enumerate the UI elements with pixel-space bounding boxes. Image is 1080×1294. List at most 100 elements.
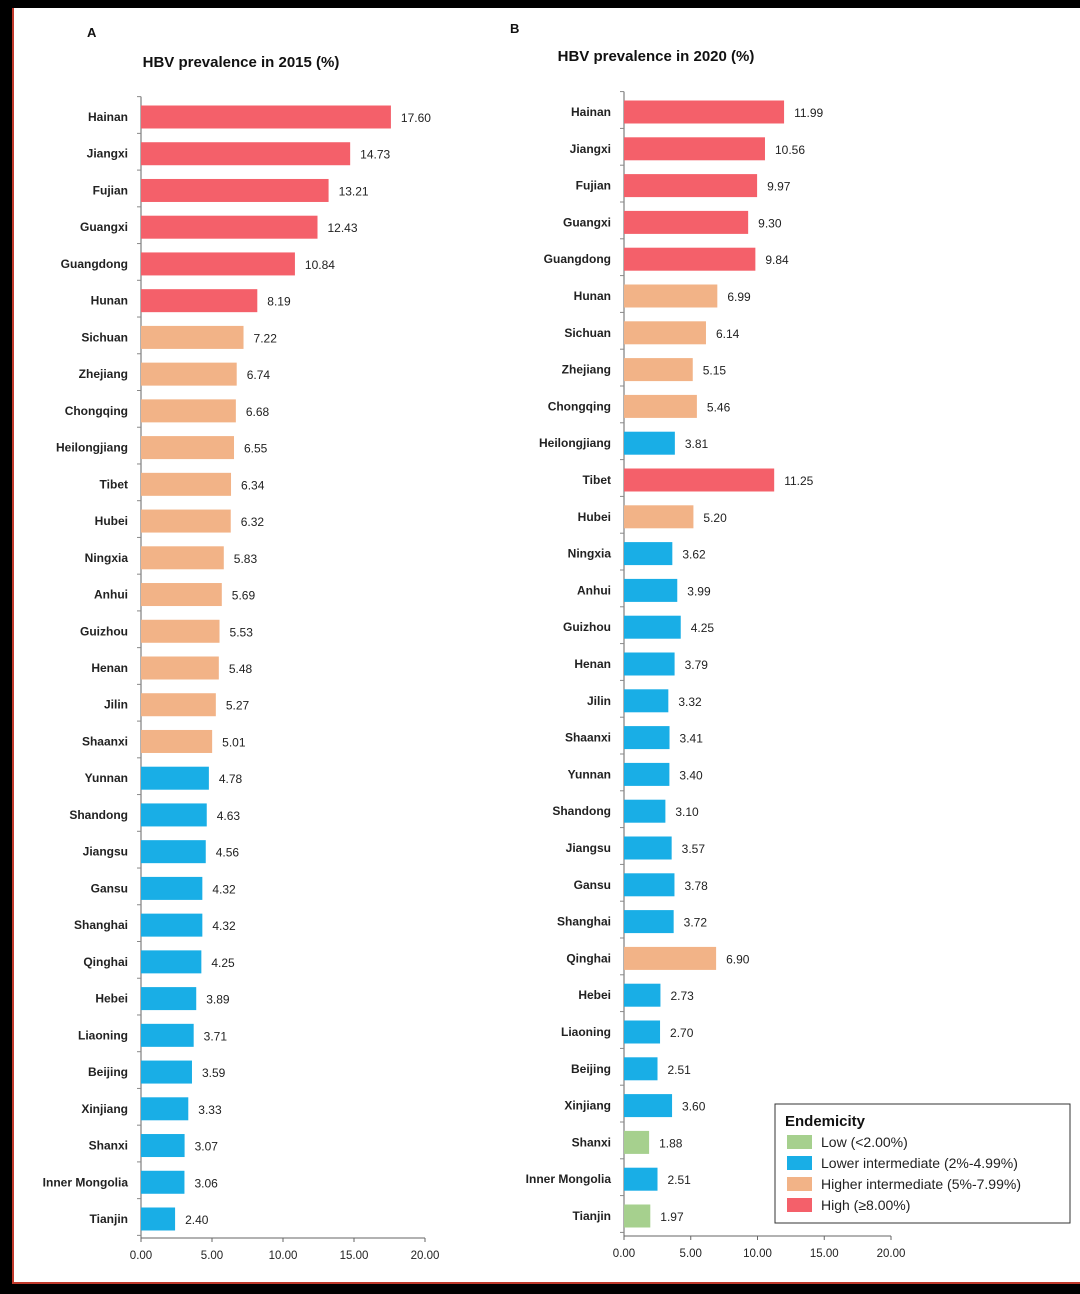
panel-a-label-hainan: Hainan (88, 110, 128, 124)
panel-b-label-beijing: Beijing (571, 1062, 611, 1076)
panel-b-value-shanghai: 3.72 (684, 916, 708, 930)
panel-b-value-anhui: 3.99 (687, 584, 711, 598)
panel-b-value-heilongjiang: 3.81 (685, 437, 709, 451)
panel-a-value-guangdong: 10.84 (305, 258, 335, 272)
panel-b-label-hubei: Hubei (578, 510, 611, 524)
panel-b-label-qinghai: Qinghai (566, 951, 611, 965)
panel-b-bar-hebei (624, 983, 661, 1007)
panel-b-bar-beijing (624, 1057, 658, 1081)
panel-b-bar-tibet (624, 468, 775, 492)
panel-b-bar-ningxia (624, 542, 673, 566)
panel-a-label-xinjiang: Xinjiang (81, 1102, 128, 1116)
panel-a-value-hainan: 17.60 (401, 111, 431, 125)
panel-b-label-shandong: Shandong (552, 804, 611, 818)
panel-b-value-hebei: 2.73 (670, 989, 694, 1003)
panel-b-label-tianjin: Tianjin (573, 1209, 611, 1223)
panel-a-label-tibet: Tibet (100, 477, 128, 491)
panel-a-value-jiangsu: 4.56 (216, 846, 240, 860)
panel-a-bar-shanghai (141, 913, 203, 937)
panel-a-bar-beijing (141, 1060, 192, 1084)
panel-b-value-guangxi: 9.30 (758, 216, 782, 230)
panel-b-label-guizhou: Guizhou (563, 620, 611, 634)
panel-a-value-liaoning: 3.71 (204, 1029, 228, 1043)
panel-a-bar-shandong (141, 803, 207, 827)
panel-b-letter: B (510, 21, 519, 36)
panel-b-label-guangdong: Guangdong (544, 252, 611, 266)
panel-a-value-guizhou: 5.53 (230, 625, 254, 639)
panel-b-bar-inner-mongolia (624, 1167, 658, 1191)
panel-b-bar-jiangxi (624, 137, 765, 161)
panel-b-label-hebei: Hebei (578, 988, 611, 1002)
panel-a-value-shanghai: 4.32 (212, 919, 236, 933)
panel-b-value-hainan: 11.99 (794, 106, 823, 120)
panel-a-bar-henan (141, 656, 219, 680)
panel-a-label-inner-mongolia: Inner Mongolia (43, 1175, 129, 1189)
panel-b-x-tick-label: 5.00 (680, 1248, 702, 1260)
panel-a-value-shandong: 4.63 (217, 809, 241, 823)
panel-b-label-shanghai: Shanghai (557, 915, 611, 929)
panel-a-bar-jiangsu (141, 840, 206, 864)
panel-a-bar-fujian (141, 178, 329, 202)
panel-a-bar-hubei (141, 509, 231, 533)
panel-a-bar-guizhou (141, 619, 220, 643)
panel-a-bar-chongqing (141, 399, 236, 423)
panel-b-bar-heilongjiang (624, 431, 675, 455)
panel-a-label-tianjin: Tianjin (90, 1212, 128, 1226)
panel-a-label-ningxia: Ningxia (85, 551, 129, 565)
panel-b-bar-jilin (624, 689, 669, 713)
panel-a-bar-shanxi (141, 1134, 185, 1158)
panel-b-x-tick-label: 15.00 (810, 1248, 839, 1260)
panel-b-value-tibet: 11.25 (784, 474, 813, 488)
panel-a-value-jilin: 5.27 (226, 699, 250, 713)
panel-a-bar-jiangxi (141, 142, 351, 166)
panel-a-label-chongqing: Chongqing (65, 404, 128, 418)
panel-a-value-xinjiang: 3.33 (198, 1103, 222, 1117)
panel-b-x-tick-label: 20.00 (877, 1248, 906, 1260)
panel-b-label-hainan: Hainan (571, 105, 611, 119)
panel-b-bar-guizhou (624, 615, 681, 639)
panel-a-bar-hainan (141, 105, 391, 129)
panel-a-value-beijing: 3.59 (202, 1066, 226, 1080)
panel-b-bar-shandong (624, 799, 666, 823)
panel-a-letter: A (87, 25, 97, 40)
panel-b-value-xinjiang: 3.60 (682, 1100, 706, 1114)
panel-a-bar-inner-mongolia (141, 1170, 185, 1194)
panel-a-label-beijing: Beijing (88, 1065, 128, 1079)
panel-b-bar-chongqing (624, 394, 697, 418)
panel-a-bar-zhejiang (141, 362, 237, 386)
panel-a-label-shanxi: Shanxi (89, 1139, 128, 1153)
panel-b-label-chongqing: Chongqing (548, 399, 611, 413)
panel-a-value-tibet: 6.34 (241, 478, 265, 492)
panel-a-value-yunnan: 4.78 (219, 772, 243, 786)
panel-b-value-tianjin: 1.97 (660, 1210, 684, 1224)
panel-b-bar-gansu (624, 873, 675, 897)
panel-b-label-shaanxi: Shaanxi (565, 731, 611, 745)
panel-b-value-shanxi: 1.88 (659, 1136, 683, 1150)
panel-a-x-tick-label: 15.00 (340, 1250, 369, 1262)
panel-a-title: HBV prevalence in 2015 (%) (143, 54, 340, 71)
panel-a-label-jilin: Jilin (104, 698, 128, 712)
panel-a-value-hubei: 6.32 (241, 515, 265, 529)
panel-a-bar-ningxia (141, 546, 224, 570)
panel-b-bar-hunan (624, 284, 718, 308)
panel-a-value-anhui: 5.69 (232, 589, 256, 603)
panel-a-value-inner-mongolia: 3.06 (194, 1176, 218, 1190)
legend-label-high: High (≥8.00%) (821, 1197, 910, 1213)
panel-a-value-zhejiang: 6.74 (247, 368, 271, 382)
legend-swatch-lower (787, 1156, 812, 1170)
panel-a-bar-liaoning (141, 1023, 194, 1047)
panel-a-value-fujian: 13.21 (339, 184, 369, 198)
panel-b-bar-jiangsu (624, 836, 672, 860)
panel-a-bar-yunnan (141, 766, 209, 790)
panel-a-value-jiangxi: 14.73 (360, 148, 390, 162)
panel-b-label-xinjiang: Xinjiang (564, 1099, 611, 1113)
panel-b-value-qinghai: 6.90 (726, 952, 750, 966)
panel-a-bar-shaanxi (141, 729, 213, 753)
panel-a-bar-guangxi (141, 215, 318, 239)
panel-b-label-anhui: Anhui (577, 583, 611, 597)
legend-swatch-low (787, 1135, 812, 1149)
panel-a-label-shandong: Shandong (69, 808, 128, 822)
panel-a-bar-hebei (141, 987, 197, 1011)
panel-a-bar-hunan (141, 289, 258, 313)
